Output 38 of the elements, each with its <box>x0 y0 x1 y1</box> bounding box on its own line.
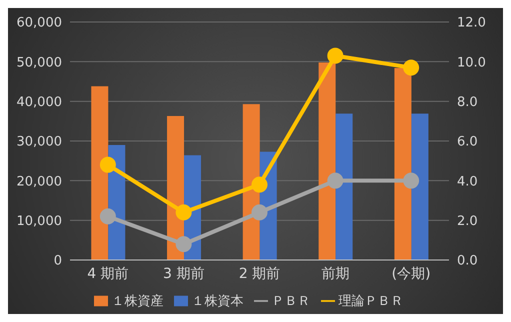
bar <box>91 86 108 260</box>
bar <box>411 114 428 260</box>
x-tick-label: 4 期前 <box>87 266 129 282</box>
y2-tick-label: 0.0 <box>457 254 478 269</box>
y2-tick-label: 10.0 <box>457 55 486 70</box>
point <box>252 204 268 220</box>
y-tick-label: 10,000 <box>16 214 62 229</box>
bar <box>394 68 412 260</box>
x-tick-label: 3 期前 <box>163 266 204 282</box>
x-tick-label: (今期) <box>392 266 431 282</box>
y-tick-label: 30,000 <box>16 134 62 150</box>
y-tick-label: 0 <box>54 254 62 269</box>
legend-label: １株資産 <box>112 294 164 309</box>
y2-tick-label: 4.0 <box>457 174 478 190</box>
x-tick-label: 2 期前 <box>238 266 280 282</box>
y-tick-label: 40,000 <box>16 94 62 110</box>
point <box>100 208 116 224</box>
x-tick-label: 前期 <box>321 266 350 282</box>
point <box>176 236 192 252</box>
point <box>100 156 116 173</box>
bar <box>336 114 353 260</box>
point <box>176 204 192 220</box>
point <box>327 48 344 64</box>
legend-label: ＰＢＲ <box>272 294 310 309</box>
point <box>403 172 420 189</box>
y-tick-label: 20,000 <box>16 174 62 190</box>
legend-label: 理論ＰＢＲ <box>338 294 404 309</box>
point <box>403 60 420 76</box>
y-tick-label: 60,000 <box>16 16 62 31</box>
y2-tick-label: 12.0 <box>457 16 486 31</box>
bar <box>318 62 336 260</box>
y2-tick-label: 2.0 <box>457 214 478 229</box>
point <box>252 176 268 193</box>
y-tick-label: 50,000 <box>16 55 62 70</box>
point <box>327 172 344 189</box>
y2-tick-label: 6.0 <box>457 134 478 150</box>
legend-label: １株資本 <box>192 294 244 309</box>
y2-tick-label: 8.0 <box>457 94 478 110</box>
